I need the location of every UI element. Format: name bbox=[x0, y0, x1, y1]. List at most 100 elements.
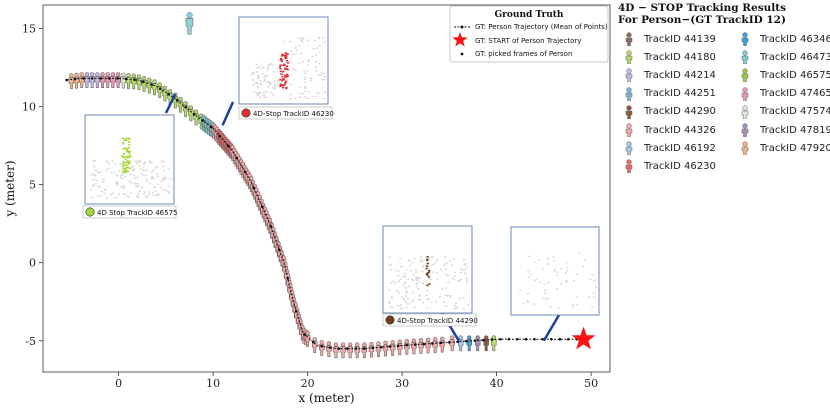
gt-point bbox=[320, 344, 324, 348]
pointcloud-dot bbox=[591, 306, 594, 308]
tracked-cluster-dot bbox=[287, 62, 290, 64]
pointcloud-dot bbox=[297, 45, 300, 47]
pointcloud-dot bbox=[401, 307, 404, 310]
pointcloud-dot bbox=[565, 280, 568, 282]
person-head bbox=[362, 342, 367, 347]
person-head bbox=[742, 68, 748, 75]
pointcloud-dot bbox=[405, 287, 407, 289]
tracked-cluster-dot bbox=[425, 267, 428, 270]
pointcloud-dot bbox=[161, 179, 164, 181]
pointcloud-dot bbox=[582, 265, 585, 268]
pointcloud-dot bbox=[422, 282, 424, 284]
pointcloud-dot bbox=[390, 269, 393, 271]
track-marker bbox=[457, 335, 464, 352]
pointcloud-dot bbox=[105, 161, 108, 163]
track-legend-item: TrackID 44251 bbox=[622, 86, 716, 103]
person-icon bbox=[625, 141, 633, 156]
pointcloud-dot bbox=[322, 37, 324, 39]
gt-point bbox=[490, 338, 494, 341]
person-body bbox=[741, 146, 749, 156]
person-icon bbox=[741, 68, 749, 83]
person-head bbox=[418, 338, 424, 343]
track-marker bbox=[136, 74, 142, 91]
pointcloud-dot bbox=[139, 190, 142, 192]
track-marker bbox=[449, 335, 455, 352]
person-head bbox=[141, 75, 147, 81]
pointcloud-dot bbox=[413, 257, 416, 260]
tracked-cluster-dot bbox=[125, 164, 128, 166]
pointcloud-dot bbox=[528, 255, 531, 257]
pointcloud-dot bbox=[260, 83, 263, 86]
pointcloud-dot bbox=[152, 177, 155, 179]
pointcloud-dot bbox=[150, 177, 153, 180]
pointcloud-dot bbox=[92, 173, 95, 176]
person-body bbox=[177, 100, 184, 113]
pointcloud-dot bbox=[137, 185, 140, 187]
pointcloud-dot bbox=[445, 305, 448, 307]
pointcloud-dot bbox=[262, 66, 265, 68]
pointcloud-dot bbox=[255, 71, 258, 73]
gt-point bbox=[286, 276, 290, 280]
pointcloud-dot bbox=[93, 165, 96, 168]
gt-point bbox=[294, 309, 298, 313]
pointcloud-dot bbox=[298, 92, 301, 94]
tracked-cluster-dot bbox=[284, 82, 287, 84]
pointcloud-dot bbox=[302, 93, 304, 95]
pointcloud-dot bbox=[147, 191, 150, 193]
pointcloud-dot bbox=[114, 163, 117, 165]
pointcloud-dot bbox=[286, 79, 289, 81]
person-body bbox=[491, 339, 497, 352]
person-body bbox=[432, 341, 438, 353]
track-legend-label: TrackID 46192 bbox=[644, 142, 716, 154]
gt-point bbox=[260, 205, 264, 209]
pointcloud-dot bbox=[263, 96, 266, 98]
pointcloud-dot bbox=[391, 306, 394, 308]
person-head bbox=[626, 68, 632, 75]
tracked-cluster-dot bbox=[124, 170, 127, 172]
pointcloud-dot bbox=[119, 163, 122, 165]
pointcloud-dot bbox=[153, 187, 156, 189]
pointcloud-dot bbox=[304, 81, 306, 83]
pointcloud-dot bbox=[545, 298, 548, 301]
gt-point bbox=[448, 341, 451, 344]
track-legend-label: TrackID 44180 bbox=[644, 51, 716, 63]
pointcloud-dot bbox=[128, 180, 131, 182]
pointcloud-dot bbox=[141, 168, 144, 171]
gt-point bbox=[558, 337, 562, 341]
pointcloud-dot bbox=[315, 61, 318, 63]
person-head bbox=[376, 341, 381, 346]
track-marker bbox=[73, 72, 80, 89]
track-marker bbox=[340, 342, 346, 359]
tracked-cluster-dot bbox=[127, 162, 130, 165]
pointcloud-dot bbox=[390, 282, 393, 284]
gt-point bbox=[99, 77, 102, 80]
pointcloud-dot bbox=[267, 86, 270, 88]
pointcloud-dot bbox=[323, 91, 326, 94]
gt-point bbox=[192, 113, 196, 116]
pointcloud-dot bbox=[144, 196, 147, 198]
track-marker bbox=[404, 338, 410, 355]
pointcloud-dot bbox=[130, 182, 133, 184]
pointcloud-dot bbox=[120, 186, 123, 188]
track-marker bbox=[84, 72, 90, 88]
person-head bbox=[626, 50, 632, 56]
pointcloud-dot bbox=[431, 271, 434, 273]
pointcloud-dot bbox=[556, 274, 558, 277]
tracked-cluster-dot bbox=[125, 166, 128, 169]
track-marker bbox=[418, 338, 424, 354]
tracked-cluster-dot bbox=[122, 142, 125, 145]
person-head bbox=[126, 73, 131, 78]
pointcloud-dot bbox=[315, 70, 318, 72]
pointcloud-dot bbox=[165, 189, 167, 191]
pointcloud-dot bbox=[277, 70, 280, 73]
tracked-cluster-dot bbox=[121, 165, 125, 168]
pointcloud-dot bbox=[107, 167, 110, 169]
pointcloud-dot bbox=[307, 60, 310, 62]
gt-point bbox=[218, 134, 222, 138]
pointcloud-dot bbox=[593, 292, 595, 294]
pointcloud-dot bbox=[285, 88, 287, 90]
pointcloud-dot bbox=[252, 79, 254, 81]
person-head bbox=[440, 336, 445, 342]
tracked-cluster-dot bbox=[285, 87, 288, 89]
pointcloud-dot bbox=[400, 265, 403, 268]
